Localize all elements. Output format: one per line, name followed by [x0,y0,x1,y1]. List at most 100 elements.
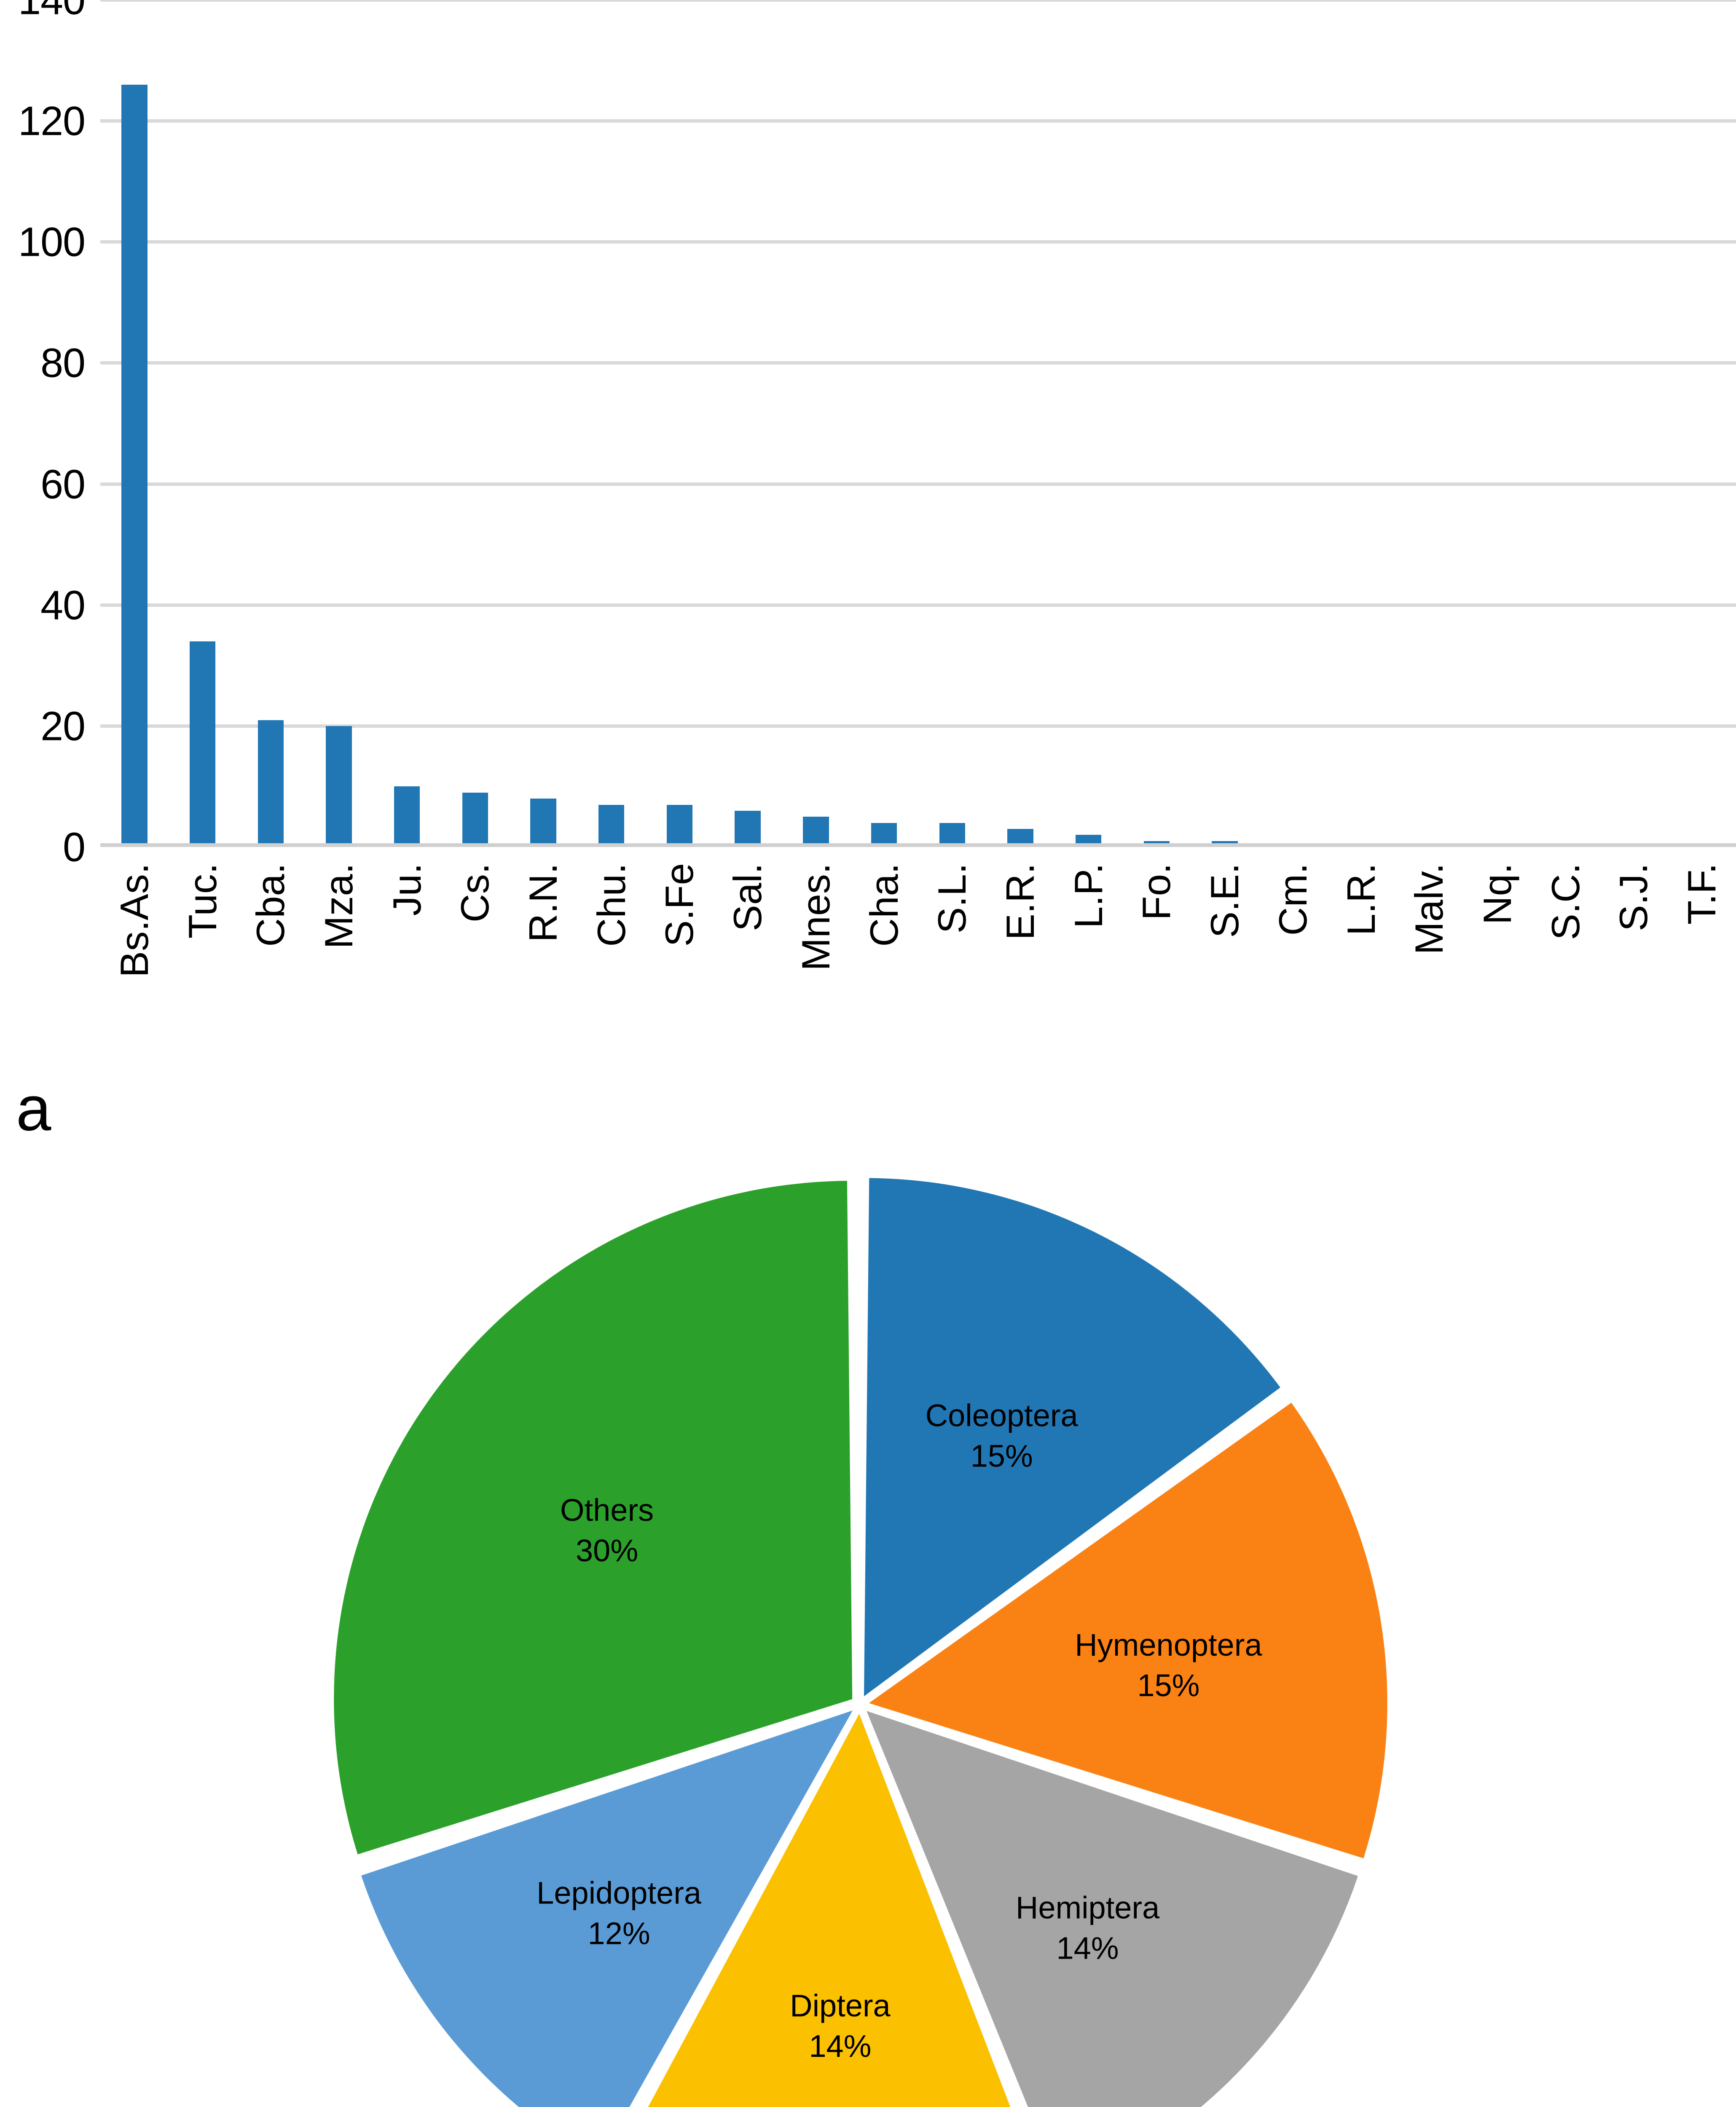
bar-series [100,0,1736,847]
x-tick-slot: R.N. [509,847,577,1083]
x-tick-label: Fo. [1134,863,1179,920]
pie-slice [648,1713,1011,2107]
y-tick-label: 20 [40,703,86,749]
x-tick-slot: Cha. [850,847,918,1083]
y-tick-label: 120 [18,98,86,144]
panel-b-pie-chart: Coleoptera 15% Hymenoptera 15% Hemiptera 14% D… [0,1117,1736,2107]
x-tick-label: Cs. [453,863,497,922]
bar-slot [782,0,850,847]
bar-slot [100,0,169,847]
pie-svg: Coleoptera 15% Hymenoptera 15% Hemiptera 14% D… [334,1178,1387,2107]
x-tick-label: S.L. [930,863,974,934]
pie-slice-percent: 15% [1137,1668,1199,1703]
gridline [100,482,1736,486]
panel-a-bar-chart: 0 20 40 60 80 100 120 140 Bs.As. Tuc. Cba. Mza. Ju.… [0,0,1736,1140]
bar-slot [305,0,373,847]
bar [598,804,625,847]
pie-slice-label: Diptera [790,1988,891,2023]
x-tick-label: Chu. [589,863,633,947]
gridline [100,361,1736,365]
y-tick-label: 60 [40,461,86,507]
x-tick-label: Nq. [1475,863,1519,925]
gridline [100,724,1736,728]
bar [939,823,965,847]
x-tick-slot: L.R. [1327,847,1395,1083]
bar [871,823,897,847]
x-tick-label: L.P. [1066,863,1111,929]
bar-slot [1599,0,1668,847]
x-tick-slot: Mza. [305,847,373,1083]
x-tick-label: S.C. [1543,863,1588,940]
bar-slot [1191,0,1259,847]
gridline [100,603,1736,607]
pie-slice [334,1181,853,1855]
x-tick-label: Bs.As. [112,863,156,978]
x-tick-slot: Nq. [1463,847,1532,1083]
bar-slot [373,0,441,847]
x-tick-label: Sal. [725,863,770,931]
bar-slot [986,0,1054,847]
pie-chart-area: Coleoptera 15% Hymenoptera 15% Hemiptera 14% D… [320,1171,1399,2107]
bar [803,817,829,847]
bar-slot [1054,0,1123,847]
x-axis-line [100,843,1736,847]
x-tick-slot: E.R. [986,847,1054,1083]
y-axis-tick-labels: 0 20 40 60 80 100 120 140 [0,0,93,868]
bar-slot [236,0,305,847]
x-tick-label: Malv. [1407,863,1452,955]
x-tick-slot: Tuc. [169,847,237,1083]
x-tick-label: R.N. [521,863,566,942]
x-tick-label: Mnes. [793,863,838,971]
bar-slot [850,0,918,847]
bar [326,726,352,847]
y-tick-label: 140 [18,0,86,23]
x-tick-label: E.R. [998,863,1042,940]
pie-slice-label: Hemiptera [1016,1890,1160,1925]
pie-slice [867,1711,1358,2107]
gridline [100,0,1736,2]
pie-slice [869,1402,1387,1858]
pie-slice-label: Others [560,1493,654,1528]
x-tick-slot: Sal. [714,847,782,1083]
pie-slice-percent: 14% [809,2029,871,2064]
bar-slot [169,0,237,847]
bar-slot [1668,0,1736,847]
x-tick-slot: S.E. [1191,847,1259,1083]
bar [258,720,284,847]
bar-slot [1463,0,1532,847]
x-tick-label: Cba. [248,863,293,947]
pie-slice-label: Coleoptera [926,1398,1079,1433]
gridline [100,240,1736,244]
x-tick-slot: Mnes. [782,847,850,1083]
bar [530,799,556,847]
y-tick-label: 80 [40,340,86,386]
bar-slot [1327,0,1395,847]
pie-slice [864,1178,1280,1697]
x-axis-tick-labels: Bs.As. Tuc. Cba. Mza. Ju. Cs. R.N. Chu. S.Fe Sal.… [100,847,1736,1083]
x-tick-slot: S.J. [1599,847,1668,1083]
pie-slice [361,1710,853,2107]
bar [394,786,420,847]
bar-slot [1532,0,1600,847]
bar [121,85,148,847]
pie-slice-percent: 30% [576,1533,638,1568]
x-tick-slot: T.F. [1668,847,1736,1083]
bar [666,804,693,847]
bar-slot [918,0,986,847]
x-tick-label: Tuc. [180,863,225,939]
bar-slot [714,0,782,847]
x-tick-slot: Cm. [1259,847,1327,1083]
x-tick-label: Ju. [384,863,429,916]
bar-slot [646,0,714,847]
x-tick-slot: Cs. [441,847,510,1083]
pie-slice-label: Lepidoptera [537,1876,702,1911]
bar-slot [441,0,510,847]
bar [735,810,761,847]
x-tick-slot: S.L. [918,847,986,1083]
x-tick-slot: S.C. [1532,847,1600,1083]
pie-slice-percent: 12% [588,1916,650,1951]
x-tick-slot: Bs.As. [100,847,169,1083]
pie-slice-percent: 15% [971,1438,1033,1473]
x-tick-label: S.J. [1611,863,1656,931]
x-tick-slot: Malv. [1395,847,1463,1083]
